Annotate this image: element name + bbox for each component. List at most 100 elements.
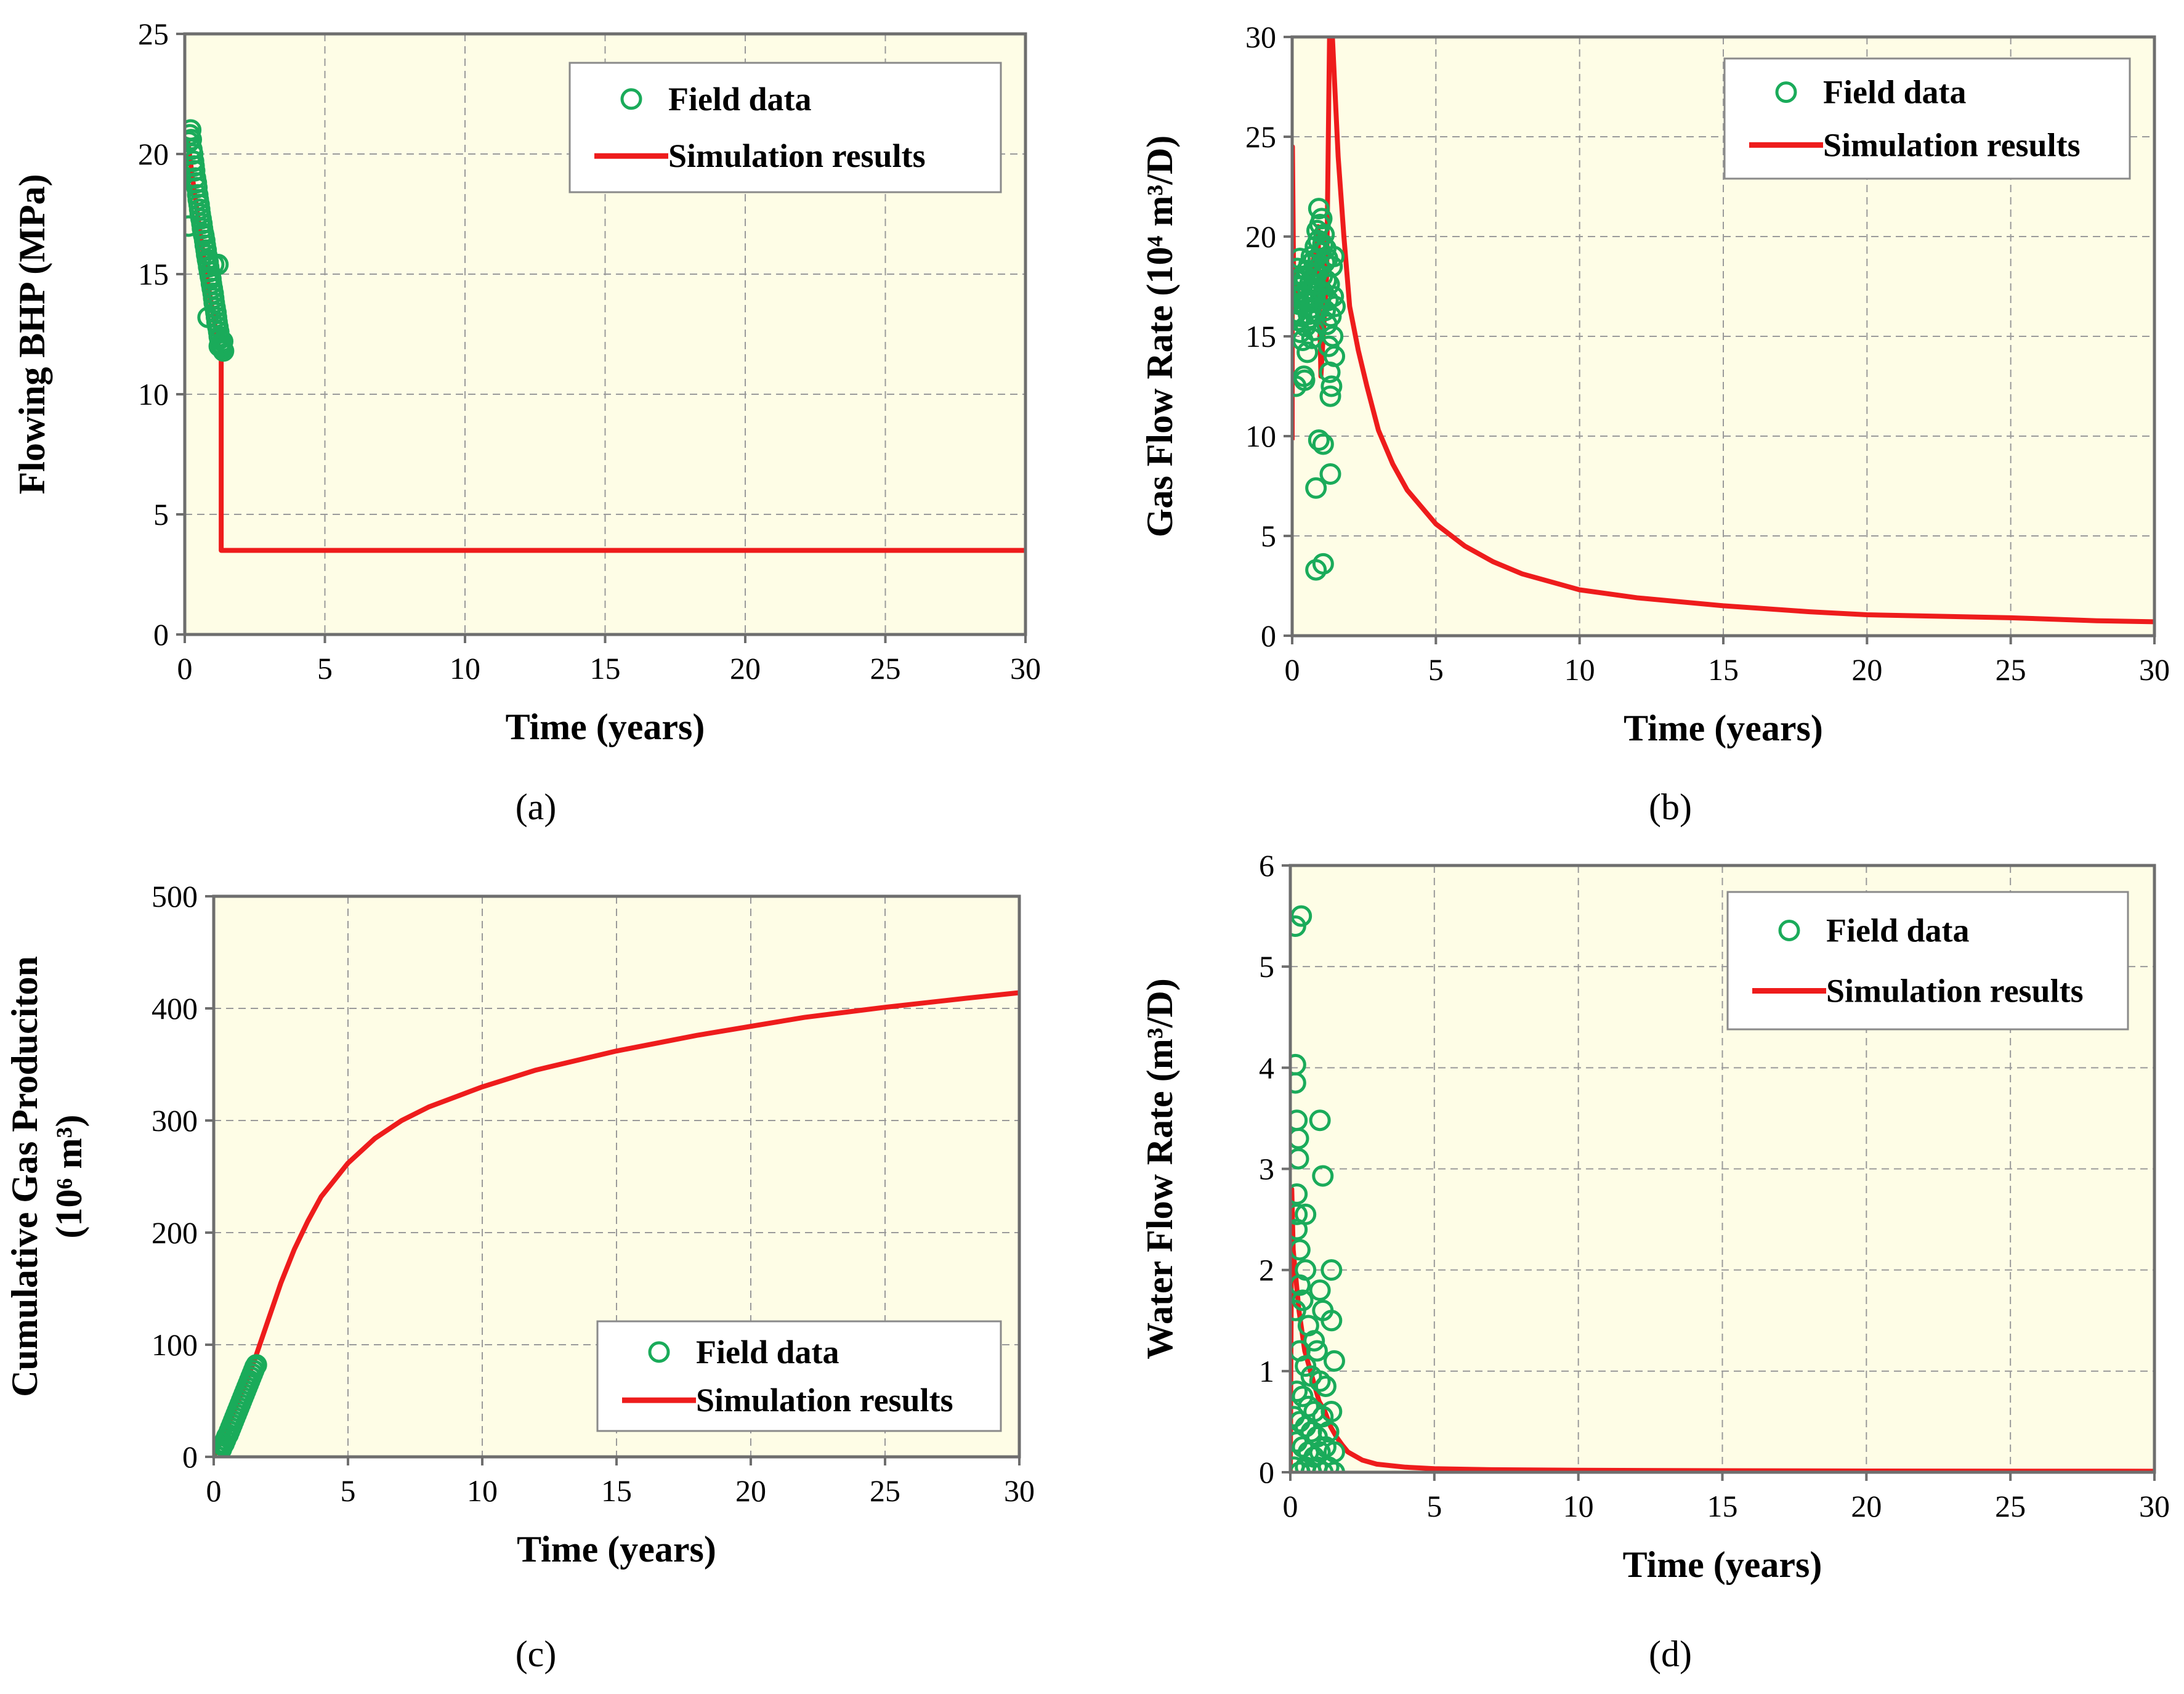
field-data-point	[1305, 301, 1327, 323]
field-data-point	[1295, 1203, 1317, 1225]
y-axis-label: (10⁶ m³)	[49, 1115, 89, 1239]
field-data-point	[1317, 1420, 1340, 1443]
field-data-point	[1290, 905, 1312, 927]
x-tick-label: 10	[450, 651, 480, 686]
field-data-point	[1309, 1109, 1331, 1132]
x-axis-label: Time (years)	[517, 1529, 716, 1570]
y-tick-label: 5	[1261, 519, 1276, 553]
legend-sim-label: Simulation results	[1823, 126, 2081, 163]
field-data-point	[212, 340, 235, 362]
legend: Field data Simulation results	[1723, 57, 2131, 180]
field-data-point	[1292, 1289, 1314, 1311]
field-data-point	[245, 1354, 267, 1376]
field-data-point	[1321, 256, 1343, 278]
x-tick-label: 25	[870, 1473, 900, 1508]
y-tick-label: 3	[1259, 1152, 1274, 1186]
x-tick-label: 20	[730, 651, 761, 686]
field-data-point	[1290, 1183, 1308, 1206]
data-layer	[1292, 36, 2154, 625]
legend-box	[1726, 891, 2129, 1031]
x-tick-label: 15	[1708, 652, 1739, 687]
y-tick-label: 20	[1245, 219, 1276, 254]
simulation-line	[214, 990, 1019, 1458]
y-tick-label: 0	[1261, 618, 1276, 653]
y-tick-label: 200	[152, 1215, 198, 1250]
legend: Field data Simulation results	[1726, 891, 2129, 1031]
legend-field-label: Field data	[696, 1334, 839, 1371]
field-data-point	[1312, 1299, 1334, 1321]
legend-box	[1723, 57, 2131, 180]
field-data-point	[1290, 1072, 1306, 1094]
field-data-point	[1323, 245, 1345, 267]
x-tick-label: 20	[1851, 1489, 1882, 1523]
y-axis-label: Cumulative Gas Produciton	[4, 956, 45, 1397]
y-tick-label: 1	[1259, 1354, 1274, 1388]
field-data-point	[1322, 285, 1345, 307]
field-data-point	[1290, 1127, 1309, 1149]
x-tick-label: 10	[1563, 1489, 1594, 1523]
field-data-point	[1290, 1203, 1308, 1225]
x-tick-label: 15	[601, 1473, 632, 1508]
field-data-point	[1321, 1401, 1343, 1422]
legend-field-label: Field data	[1823, 74, 1967, 111]
y-tick-label: 0	[153, 617, 169, 652]
field-data-point	[1319, 385, 1341, 407]
chart-panel-d: 0 5 10 15 20 25 30 0 1 2 3 4 5 6 Time (years) Water Flo…	[1139, 848, 2170, 1674]
field-data-point	[1322, 325, 1344, 347]
x-tick-label: 30	[2139, 652, 2170, 687]
x-tick-label: 5	[1426, 1489, 1442, 1523]
field-data-point	[1296, 341, 1319, 363]
y-tick-label: 25	[138, 17, 169, 51]
x-tick-label: 10	[467, 1473, 498, 1508]
x-tick-label: 0	[177, 651, 193, 686]
field-data-point	[1314, 1375, 1337, 1397]
x-axis-label: Time (years)	[1623, 1544, 1822, 1585]
field-data-point	[1321, 375, 1343, 397]
field-data-point	[1312, 433, 1334, 455]
x-tick-label: 0	[1285, 652, 1300, 687]
x-tick-label: 5	[341, 1473, 356, 1508]
legend: Field data Simulation results	[596, 1320, 1002, 1432]
data-layer	[1290, 905, 2154, 1473]
field-data-point	[1290, 1148, 1309, 1170]
x-axis-label: Time (years)	[506, 707, 705, 747]
y-tick-label: 10	[1245, 419, 1276, 453]
field-data-point	[212, 330, 234, 352]
field-data-point	[197, 306, 219, 328]
field-data-point	[1312, 553, 1334, 575]
field-data-point	[1313, 224, 1335, 246]
field-data-point	[1319, 463, 1341, 485]
y-tick-label: 15	[1245, 319, 1276, 354]
x-tick-label: 30	[1010, 651, 1041, 686]
x-tick-label: 25	[870, 651, 901, 686]
legend-box	[596, 1320, 1002, 1432]
panel-caption-d: (d)	[1649, 1634, 1692, 1674]
field-data-point	[1293, 369, 1316, 391]
y-tick-label: 10	[138, 377, 169, 411]
y-tick-label: 0	[1259, 1455, 1274, 1489]
x-tick-label: 30	[1004, 1473, 1035, 1508]
y-tick-label: 0	[182, 1440, 198, 1474]
y-tick-label: 300	[152, 1103, 198, 1138]
legend-field-marker	[1778, 919, 1800, 941]
panel-caption-a: (a)	[516, 787, 557, 827]
field-data-point	[1311, 208, 1333, 230]
field-data-point	[1321, 1259, 1343, 1281]
legend-field-marker	[1775, 81, 1797, 103]
panel-caption-c: (c)	[516, 1634, 557, 1674]
x-tick-label: 30	[2139, 1489, 2170, 1523]
field-data-point	[1309, 1279, 1331, 1301]
panel-caption-b: (b)	[1649, 787, 1692, 827]
field-data-point	[1308, 429, 1330, 451]
x-axis-label: Time (years)	[1624, 708, 1823, 748]
x-tick-label: 20	[735, 1473, 766, 1508]
legend-sim-label: Simulation results	[1826, 973, 2084, 1010]
x-tick-label: 0	[206, 1473, 222, 1508]
field-data-point	[207, 253, 229, 275]
x-tick-label: 0	[1283, 1489, 1298, 1523]
field-data-point	[1317, 1456, 1340, 1473]
y-axis-label: Flowing BHP (MPa)	[12, 174, 52, 495]
y-tick-label: 25	[1245, 120, 1276, 154]
y-tick-label: 20	[138, 137, 169, 171]
